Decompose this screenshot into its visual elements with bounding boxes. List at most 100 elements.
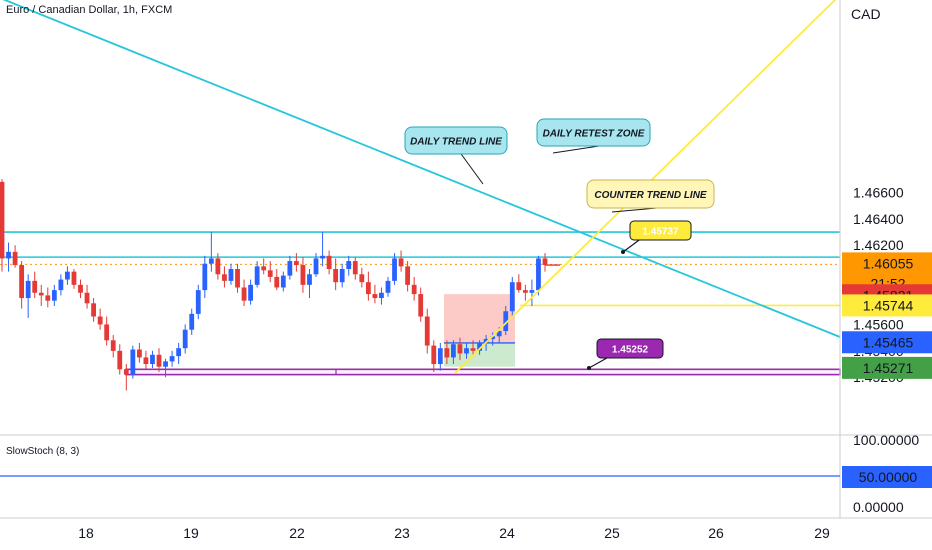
candle-body (496, 331, 502, 337)
candle-body (359, 274, 365, 283)
price-tick-label: 1.46200 (853, 237, 904, 253)
candle-body (418, 294, 424, 317)
price-label-145737-anchor (621, 250, 625, 254)
time-tick-label: 19 (183, 525, 199, 541)
candle-body (385, 280, 391, 293)
candle-body (424, 316, 430, 346)
candle-body (228, 269, 234, 281)
time-tick-label: 29 (814, 525, 830, 541)
candle-body (280, 275, 286, 288)
daily-trend-line-callout (404, 126, 508, 155)
candle-body (490, 336, 496, 339)
candle-body (339, 269, 345, 283)
time-tick-label: 18 (78, 525, 94, 541)
candle-body (516, 282, 522, 291)
candle-body (123, 369, 129, 375)
candle-body (529, 290, 535, 293)
daily-trend-line-callout-pointer (460, 153, 484, 185)
candle-body (156, 354, 162, 367)
candle-body (195, 290, 201, 314)
candle-body (464, 348, 469, 354)
candle-body (437, 348, 443, 365)
candle-body (163, 361, 168, 367)
candle-body (97, 316, 103, 325)
stop-loss-zone (444, 294, 515, 343)
currency-label: CAD (851, 6, 881, 22)
stoch-tag-text: 50.00000 (859, 469, 918, 485)
price-label-145252 (596, 338, 664, 359)
candle-body (365, 282, 371, 295)
candle-body (6, 251, 11, 259)
candle-body (333, 269, 339, 283)
indicator-title[interactable]: SlowStoch (8, 3) (6, 446, 80, 457)
candle-body (84, 292, 90, 304)
candle-body (136, 349, 142, 358)
candle-body (32, 280, 38, 293)
candle-body (58, 279, 64, 291)
price-tag (842, 331, 932, 354)
candle-body (189, 313, 195, 330)
candle-body (320, 255, 325, 259)
price-tag-text: 1.46055 (863, 255, 914, 271)
candle-body (457, 344, 463, 354)
candle-body (215, 258, 221, 275)
candle-body (110, 340, 116, 351)
candle-body (78, 284, 83, 293)
stoch-tick-0: 0.00000 (853, 499, 904, 515)
stoch-tag (842, 466, 932, 488)
price-label-145252-anchor (587, 366, 591, 370)
candle-body (19, 265, 25, 299)
candle-body (208, 258, 214, 264)
daily-retest-zone-callout-pointer (552, 145, 600, 154)
candle-body (241, 287, 247, 301)
candle-body (307, 274, 312, 285)
candle-body (477, 342, 482, 351)
daily-trend-line (2, 0, 841, 338)
candle-body (182, 329, 188, 349)
price-tag-text: 1.45271 (863, 360, 914, 376)
price-tick-label: 1.45600 (853, 316, 904, 332)
candle-body (91, 303, 96, 317)
candle-body (143, 357, 149, 365)
support-zone (125, 368, 841, 376)
candle-body (293, 261, 299, 266)
candle-body (372, 294, 378, 299)
price-label-145737 (629, 220, 692, 241)
candle-body (287, 261, 293, 276)
price-label-145737-pointer (622, 239, 640, 253)
candle-body (274, 276, 280, 288)
daily-retest-zone-callout (536, 118, 651, 147)
price-tag (842, 294, 932, 317)
candle-body (405, 266, 411, 285)
candle-body (248, 284, 254, 301)
chart-title: Euro / Canadian Dollar, 1h, FXCM (6, 4, 173, 16)
candle-body (51, 290, 57, 301)
price-label-145252-text: 1.45252 (612, 345, 649, 356)
candle-body (522, 290, 528, 293)
counter-trend-line-callout-pointer (611, 207, 657, 213)
price-tag-text: 1.45744 (863, 297, 914, 313)
candle-body (352, 261, 358, 275)
candle-body (25, 280, 31, 299)
price-tag-text: 1.45465 (863, 334, 914, 350)
candle-body (71, 271, 77, 285)
price-tick-label: 1.46400 (853, 211, 904, 227)
price-label-145252-pointer (588, 357, 608, 369)
candle-body (451, 344, 456, 358)
candle-body (267, 270, 273, 277)
candle-body (261, 266, 267, 271)
candle-body (235, 269, 240, 288)
candle-body (470, 348, 476, 351)
daily-retest-zone-callout-text: DAILY RETEST ZONE (543, 129, 645, 140)
stoch-tick-100: 100.00000 (853, 432, 919, 448)
candle-body (150, 354, 155, 365)
price-tag (842, 356, 932, 379)
candle-body (483, 338, 489, 343)
candle-body (411, 284, 417, 295)
candle-body (45, 295, 51, 301)
candle-body (503, 311, 509, 332)
candle-body (176, 348, 182, 357)
daily-trend-line-callout-text: DAILY TREND LINE (410, 137, 502, 148)
candle-body (65, 271, 70, 280)
